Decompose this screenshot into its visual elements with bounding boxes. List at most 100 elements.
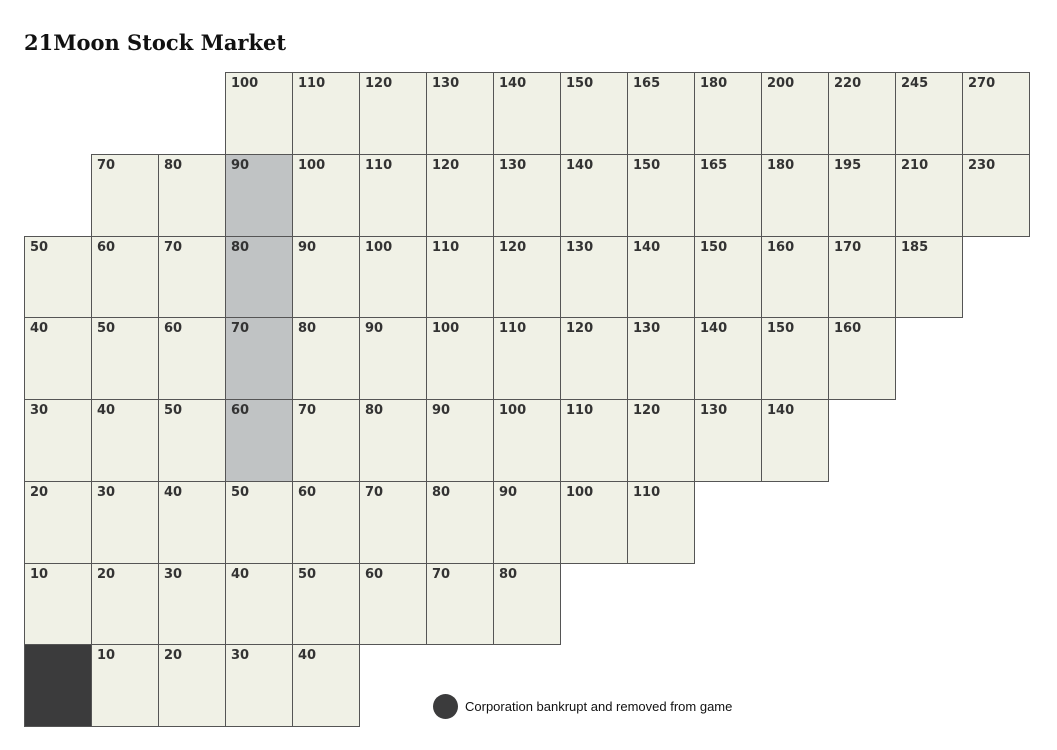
market-cell[interactable]: 150 (761, 317, 829, 400)
market-cell[interactable]: 20 (24, 481, 92, 564)
market-cell-par[interactable]: 70 (225, 317, 293, 400)
market-cell-par[interactable]: 80 (225, 236, 293, 318)
market-cell[interactable]: 110 (560, 399, 628, 482)
market-cell[interactable]: 210 (895, 154, 963, 237)
market-cell[interactable]: 120 (493, 236, 561, 318)
market-cell[interactable]: 230 (962, 154, 1030, 237)
market-cell[interactable]: 130 (493, 154, 561, 237)
market-cell[interactable]: 100 (560, 481, 628, 564)
market-cell[interactable]: 70 (292, 399, 360, 482)
cell-price: 195 (834, 158, 862, 173)
market-cell[interactable]: 120 (426, 154, 494, 237)
market-cell[interactable]: 100 (359, 236, 427, 318)
market-cell[interactable]: 50 (91, 317, 159, 400)
market-cell[interactable]: 110 (292, 72, 360, 155)
market-cell[interactable]: 110 (359, 154, 427, 237)
market-cell[interactable]: 110 (426, 236, 494, 318)
market-cell[interactable]: 100 (225, 72, 293, 155)
market-cell[interactable]: 195 (828, 154, 896, 237)
market-cell[interactable]: 40 (158, 481, 226, 564)
market-cell[interactable]: 50 (225, 481, 293, 564)
market-cell[interactable]: 170 (828, 236, 896, 318)
market-cell[interactable]: 50 (292, 563, 360, 645)
market-cell[interactable]: 220 (828, 72, 896, 155)
market-cell[interactable]: 130 (694, 399, 762, 482)
market-cell[interactable]: 80 (292, 317, 360, 400)
market-cell[interactable]: 200 (761, 72, 829, 155)
market-cell[interactable]: 30 (158, 563, 226, 645)
market-cell[interactable]: 60 (292, 481, 360, 564)
market-cell[interactable]: 50 (24, 236, 92, 318)
market-cell[interactable]: 90 (493, 481, 561, 564)
cell-price: 50 (231, 485, 250, 500)
cell-price: 270 (968, 76, 996, 91)
market-cell[interactable]: 90 (292, 236, 360, 318)
cell-price: 30 (164, 567, 183, 582)
cell-price: 70 (365, 485, 384, 500)
market-cell[interactable]: 30 (24, 399, 92, 482)
market-cell[interactable]: 185 (895, 236, 963, 318)
market-cell[interactable]: 60 (359, 563, 427, 645)
market-cell[interactable]: 110 (493, 317, 561, 400)
market-cell[interactable]: 100 (493, 399, 561, 482)
cell-price: 140 (633, 240, 661, 255)
market-cell[interactable]: 150 (627, 154, 695, 237)
market-cell[interactable]: 10 (24, 563, 92, 645)
market-cell[interactable]: 60 (91, 236, 159, 318)
market-cell[interactable]: 70 (426, 563, 494, 645)
market-cell[interactable]: 120 (560, 317, 628, 400)
bankrupt-cell[interactable] (24, 644, 92, 727)
market-cell[interactable]: 270 (962, 72, 1030, 155)
market-cell[interactable]: 70 (158, 236, 226, 318)
market-cell[interactable]: 130 (560, 236, 628, 318)
market-cell[interactable]: 10 (91, 644, 159, 727)
cell-price: 130 (700, 403, 728, 418)
market-cell[interactable]: 110 (627, 481, 695, 564)
market-cell[interactable]: 90 (426, 399, 494, 482)
market-cell[interactable]: 30 (91, 481, 159, 564)
market-cell[interactable]: 150 (560, 72, 628, 155)
market-cell[interactable]: 100 (426, 317, 494, 400)
market-cell[interactable]: 130 (627, 317, 695, 400)
cell-price: 140 (566, 158, 594, 173)
market-cell[interactable]: 120 (627, 399, 695, 482)
market-cell[interactable]: 20 (91, 563, 159, 645)
market-cell[interactable]: 180 (694, 72, 762, 155)
market-cell[interactable]: 40 (91, 399, 159, 482)
market-cell[interactable]: 40 (225, 563, 293, 645)
market-cell[interactable]: 20 (158, 644, 226, 727)
market-cell[interactable]: 120 (359, 72, 427, 155)
market-cell[interactable]: 150 (694, 236, 762, 318)
market-cell[interactable]: 160 (761, 236, 829, 318)
market-cell[interactable]: 165 (694, 154, 762, 237)
market-cell[interactable]: 245 (895, 72, 963, 155)
market-cell[interactable]: 140 (493, 72, 561, 155)
cell-price: 30 (231, 648, 250, 663)
market-cell[interactable]: 90 (359, 317, 427, 400)
market-cell[interactable]: 140 (627, 236, 695, 318)
market-cell[interactable]: 100 (292, 154, 360, 237)
cell-price: 20 (164, 648, 183, 663)
cell-price: 165 (700, 158, 728, 173)
market-cell[interactable]: 140 (560, 154, 628, 237)
market-cell-par[interactable]: 90 (225, 154, 293, 237)
market-cell[interactable]: 140 (694, 317, 762, 400)
market-cell[interactable]: 70 (359, 481, 427, 564)
market-cell[interactable]: 80 (359, 399, 427, 482)
market-cell[interactable]: 80 (158, 154, 226, 237)
market-cell[interactable]: 60 (158, 317, 226, 400)
market-cell-par[interactable]: 60 (225, 399, 293, 482)
market-cell[interactable]: 160 (828, 317, 896, 400)
market-cell[interactable]: 140 (761, 399, 829, 482)
market-cell[interactable]: 80 (426, 481, 494, 564)
market-cell[interactable]: 50 (158, 399, 226, 482)
market-cell[interactable]: 70 (91, 154, 159, 237)
market-cell[interactable]: 80 (493, 563, 561, 645)
market-cell[interactable]: 130 (426, 72, 494, 155)
market-cell[interactable]: 30 (225, 644, 293, 727)
market-cell[interactable]: 40 (24, 317, 92, 400)
market-cell[interactable]: 165 (627, 72, 695, 155)
market-cell[interactable]: 180 (761, 154, 829, 237)
market-cell[interactable]: 40 (292, 644, 360, 727)
cell-price: 220 (834, 76, 862, 91)
